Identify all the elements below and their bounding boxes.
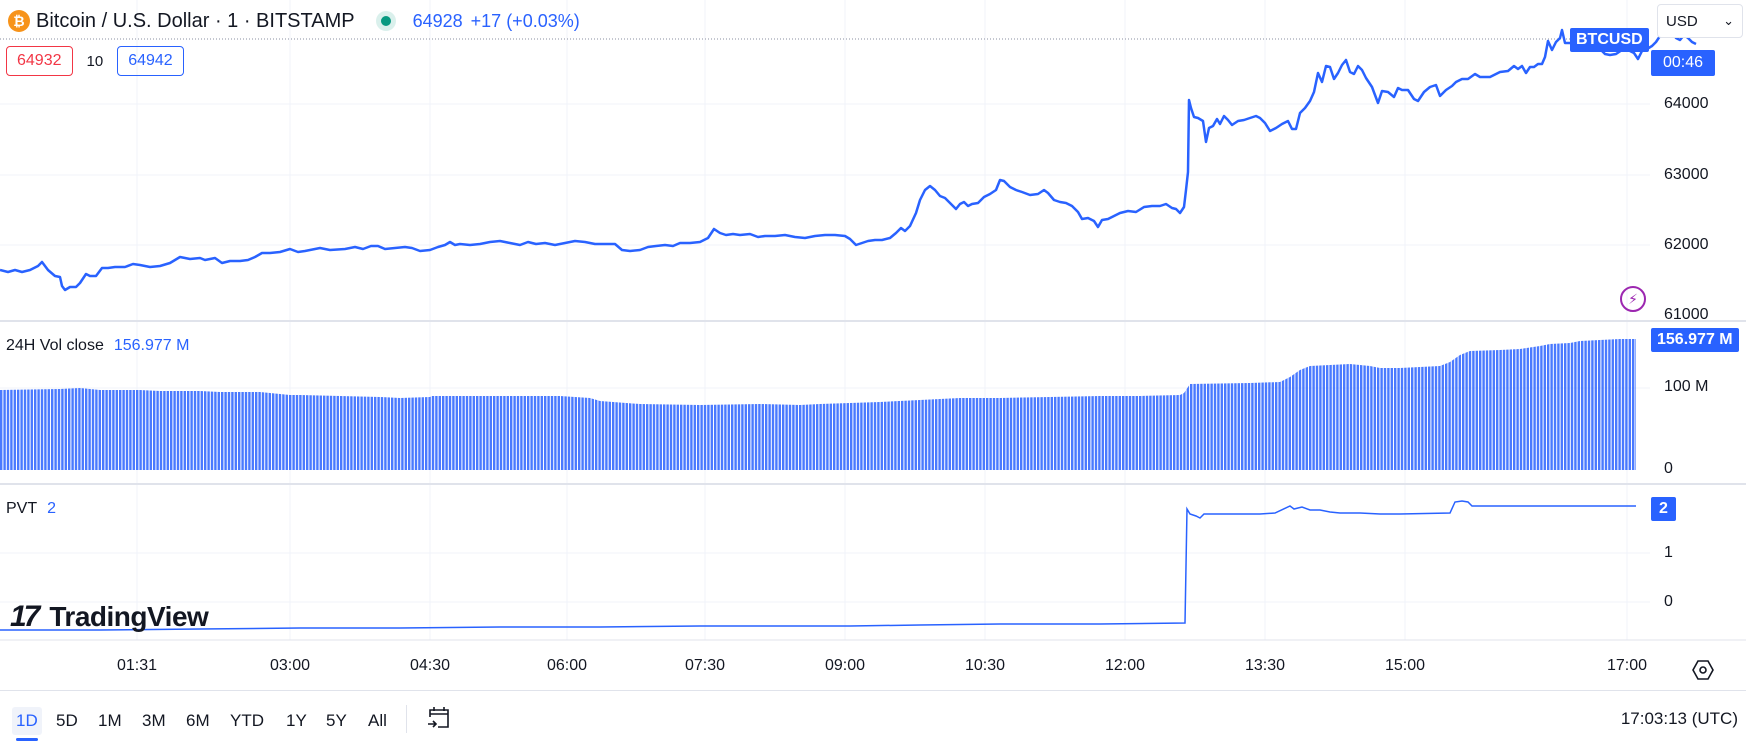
pvt-tag: 2 xyxy=(1651,497,1676,521)
range-ytd[interactable]: YTD xyxy=(230,711,264,730)
range-1m[interactable]: 1M xyxy=(98,711,122,730)
range-1y[interactable]: 1Y xyxy=(286,711,307,730)
bitcoin-icon: ₿ xyxy=(8,10,30,32)
volume-bars xyxy=(0,339,1636,470)
volume-value: 156.977 M xyxy=(113,337,190,354)
volume-legend[interactable]: 24H Vol close 156.977 M xyxy=(6,337,189,355)
volume-tag: 156.977 M xyxy=(1651,328,1739,352)
time-axis-tick: 09:00 xyxy=(824,657,866,674)
utc-clock[interactable]: 17:03:13 (UTC) xyxy=(1620,709,1738,728)
pvt-title: PVT xyxy=(6,500,38,517)
countdown-tag: 00:46 xyxy=(1651,50,1716,76)
goto-date-icon[interactable] xyxy=(424,703,454,733)
currency-select[interactable]: USD ⌄ xyxy=(1657,4,1743,38)
time-axis-tick: 12:00 xyxy=(1104,657,1146,674)
buy-button[interactable]: 64942 xyxy=(117,46,184,76)
chevron-down-icon: ⌄ xyxy=(1723,13,1734,28)
price-axis-tick: 64000 xyxy=(1664,95,1709,112)
pvt-axis-tick: 1 xyxy=(1664,544,1673,561)
range-6m[interactable]: 6M xyxy=(186,711,210,730)
time-axis-tick: 01:31 xyxy=(116,657,158,674)
volume-title: 24H Vol close xyxy=(6,337,104,354)
time-axis-tick: 17:00 xyxy=(1606,657,1648,674)
price-axis-tick: 63000 xyxy=(1664,166,1709,183)
pvt-axis-tick: 0 xyxy=(1664,593,1673,610)
volume-axis-tick: 100 M xyxy=(1664,378,1709,395)
horizontal-grid xyxy=(0,103,1650,603)
toolbar-divider xyxy=(406,705,407,733)
range-5y[interactable]: 5Y xyxy=(326,711,347,730)
symbol-title[interactable]: Bitcoin / U.S. Dollar · 1 · BITSTAMP xyxy=(36,9,355,32)
bottom-toolbar: 1D 5D 1M 3M 6M YTD 1Y 5Y All 17:03:13 (U… xyxy=(0,690,1746,746)
price-change: +17 (+0.03%) xyxy=(470,10,580,31)
time-axis-tick: 07:30 xyxy=(684,657,726,674)
pvt-value: 2 xyxy=(47,500,57,517)
range-1d[interactable]: 1D xyxy=(12,707,42,741)
volume-axis-tick: 0 xyxy=(1664,460,1673,477)
spread-value: 10 xyxy=(86,52,104,70)
symbol-tag: BTCUSD xyxy=(1570,28,1649,52)
range-all[interactable]: All xyxy=(368,711,387,730)
time-axis-tick: 06:00 xyxy=(546,657,588,674)
price-line xyxy=(0,27,1697,292)
bid-ask-panel: 64932 10 64942 xyxy=(6,46,184,76)
range-5d[interactable]: 5D xyxy=(56,711,78,730)
time-axis-tick: 15:00 xyxy=(1384,657,1426,674)
time-axis-tick: 13:30 xyxy=(1244,657,1286,674)
range-3m[interactable]: 3M xyxy=(142,711,166,730)
tradingview-mark-icon: 17 xyxy=(10,600,40,633)
pvt-line xyxy=(0,500,1636,631)
currency-label: USD xyxy=(1666,12,1698,30)
price-axis-tick: 62000 xyxy=(1664,236,1709,253)
last-price: 64928 xyxy=(412,10,463,31)
chart-settings-icon[interactable] xyxy=(1691,658,1715,682)
lightning-icon[interactable]: ⚡ xyxy=(1620,286,1646,312)
market-open-icon xyxy=(380,16,391,26)
tradingview-wordmark: TradingView xyxy=(49,601,209,632)
symbol-legend[interactable]: ₿ Bitcoin / U.S. Dollar · 1 · BITSTAMP 6… xyxy=(8,8,580,34)
time-axis-tick: 10:30 xyxy=(964,657,1006,674)
time-axis-tick: 04:30 xyxy=(409,657,451,674)
time-axis-tick: 03:00 xyxy=(269,657,311,674)
price-axis-tick: 61000 xyxy=(1664,306,1709,320)
tradingview-logo[interactable]: 17 TradingView xyxy=(10,600,209,634)
sell-button[interactable]: 64932 xyxy=(6,46,73,76)
pvt-legend[interactable]: PVT 2 xyxy=(6,500,56,518)
